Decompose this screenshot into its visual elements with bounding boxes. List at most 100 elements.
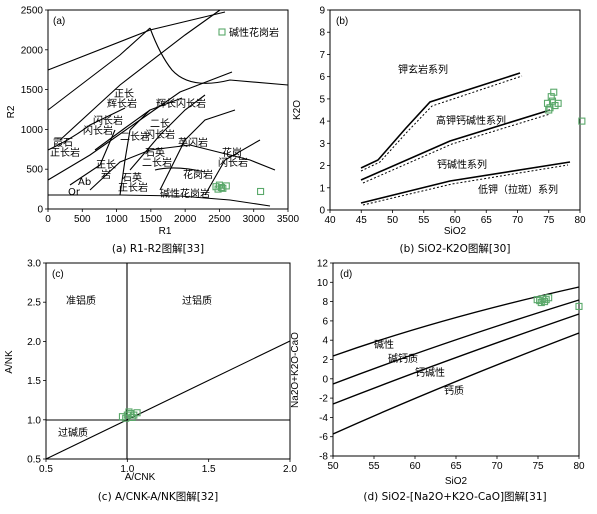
panel-b-points: [543, 88, 586, 125]
y-tick-label: -4: [319, 413, 328, 424]
field-label: 过铝质: [182, 294, 212, 307]
data-point: [545, 294, 553, 302]
field-label: 闪长岩: [145, 128, 175, 141]
boundary-line: [45, 340, 291, 460]
y-tick-label: 4: [322, 336, 328, 347]
data-point: [133, 409, 141, 417]
panel-a-ylabel: R2: [6, 105, 17, 118]
panel-b-caption: (b) SiO2-K2O图解[30]: [400, 242, 511, 255]
series-label: 高钾钙碱性系列: [436, 114, 506, 127]
panel-a-xlabel: R1: [159, 226, 172, 237]
panel-c-frame: [45, 262, 291, 460]
field-label: 正长岩: [118, 181, 148, 194]
panel-d-xticks: 50 55 60 65 70 75 80: [327, 456, 585, 472]
boundary-line: [332, 286, 580, 357]
boundary-line: [360, 75, 523, 172]
panel-c-points: [118, 408, 141, 422]
panel-d-points: [533, 294, 583, 310]
field-label: 碱性花岗岩: [160, 187, 210, 200]
boundary-line: [47, 27, 151, 111]
x-tick-label: 500: [74, 214, 91, 225]
x-tick-label: 2000: [174, 214, 197, 225]
x-tick-label: 50: [327, 461, 339, 472]
y-tick-label: 8: [322, 297, 328, 308]
panel-a-field-boundaries: [47, 9, 289, 207]
boundary-line: [360, 109, 551, 181]
boundary-line: [119, 129, 131, 196]
boundary-line: [332, 313, 580, 405]
panel-d-frame: [332, 262, 580, 457]
field-label: 二长: [150, 118, 170, 130]
panel-d-yticks: -8 -6 -4 -2 0 2 4 6 8 10 12: [317, 259, 333, 463]
x-tick-label: 3000: [243, 214, 266, 225]
y-tick-label: 0: [322, 374, 328, 385]
y-tick-label: 10: [317, 278, 329, 289]
y-tick-label: 4: [319, 117, 325, 128]
panel-c: (c) 0.5 1.0 1.5 2.0 0.5 1.0 1.5 2.0 2.5 3.0 A/CN…: [4, 259, 297, 504]
x-tick-label: 1.5: [202, 464, 216, 475]
x-tick-label: 60: [449, 215, 461, 226]
panel-c-caption: (c) A/CNK-A/NK图解[32]: [98, 490, 219, 503]
field-label: 准铝质: [66, 295, 96, 307]
panel-a-yticks: 0 500 1000 1500 2000 2500: [21, 6, 48, 216]
panel-b-series-boundaries: [360, 72, 571, 206]
panel-c-xticks: 0.5 1.0 1.5 2.0: [39, 459, 297, 475]
panel-c-label: (c): [52, 269, 64, 280]
x-tick-label: 1.0: [120, 464, 134, 475]
field-label: Ab: [78, 177, 91, 188]
y-tick-label: 3.0: [27, 259, 41, 270]
boundary-line: [129, 109, 151, 131]
y-tick-label: 0: [37, 205, 43, 216]
field-label: 过碱质: [58, 426, 88, 439]
data-point: [554, 99, 562, 107]
field-label: 正长: [96, 159, 116, 171]
panel-a-label: (a): [53, 16, 65, 27]
x-tick-label: 55: [368, 461, 380, 472]
y-tick-label: 1000: [21, 125, 44, 136]
boundary-line: [362, 164, 569, 206]
field-label: 石英: [145, 146, 165, 159]
panel-a: (a) 0 500 1000 1500 2000 2500 3000 3500 0 500 100…: [6, 6, 300, 256]
field-label: 英闪岩: [178, 136, 208, 149]
panel-a-xticks: 0 500 1000 1500 2000 2500 3000 3500: [45, 209, 300, 225]
x-tick-label: 2500: [208, 214, 231, 225]
boundary-line: [47, 11, 226, 71]
field-label: 碱性: [374, 338, 394, 351]
panel-b-label: (b): [336, 16, 348, 27]
field-label: 霞石: [53, 137, 73, 149]
y-tick-label: 2000: [21, 45, 44, 56]
boundary-line: [204, 139, 261, 196]
field-label: 岩: [101, 168, 111, 181]
y-tick-label: 2500: [21, 6, 44, 17]
field-label: 二长岩: [120, 130, 150, 143]
y-tick-label: 6: [322, 316, 328, 327]
boundary-line: [360, 72, 521, 169]
y-tick-label: 5: [319, 94, 325, 105]
field-label: 花岗: [222, 146, 242, 159]
boundary-line: [94, 97, 183, 151]
field-label: 碱钙质: [388, 352, 418, 365]
x-tick-label: 80: [574, 215, 586, 226]
x-tick-label: 45: [356, 215, 368, 226]
field-label: 花岗岩: [183, 168, 213, 181]
y-tick-label: 2: [319, 161, 325, 172]
y-tick-label: 9: [319, 6, 325, 17]
panel-b-ylabel: K2O: [292, 100, 303, 120]
field-label: 闪长岩: [218, 156, 248, 169]
field-label: 闪长岩: [93, 114, 123, 127]
x-tick-label: 55: [418, 215, 430, 226]
y-tick-label: 1.0: [27, 415, 41, 426]
panel-b-yticks: 0 1 2 3 4 5 6 7 8 9: [319, 6, 330, 217]
boundary-line: [360, 161, 571, 204]
field-label: 石英: [122, 171, 142, 184]
boundary-line: [332, 332, 580, 435]
boundary-line: [159, 109, 236, 191]
boundary-line: [48, 194, 271, 207]
panel-d-caption: (d) SiO2-[Na2O+K2O-CaO]图解[31]: [363, 490, 546, 503]
field-label: 正长: [114, 88, 134, 100]
field-label: 正长岩: [50, 146, 80, 159]
data-point: [222, 182, 230, 190]
y-tick-label: 0: [319, 206, 325, 217]
y-tick-label: 0.5: [27, 455, 41, 466]
